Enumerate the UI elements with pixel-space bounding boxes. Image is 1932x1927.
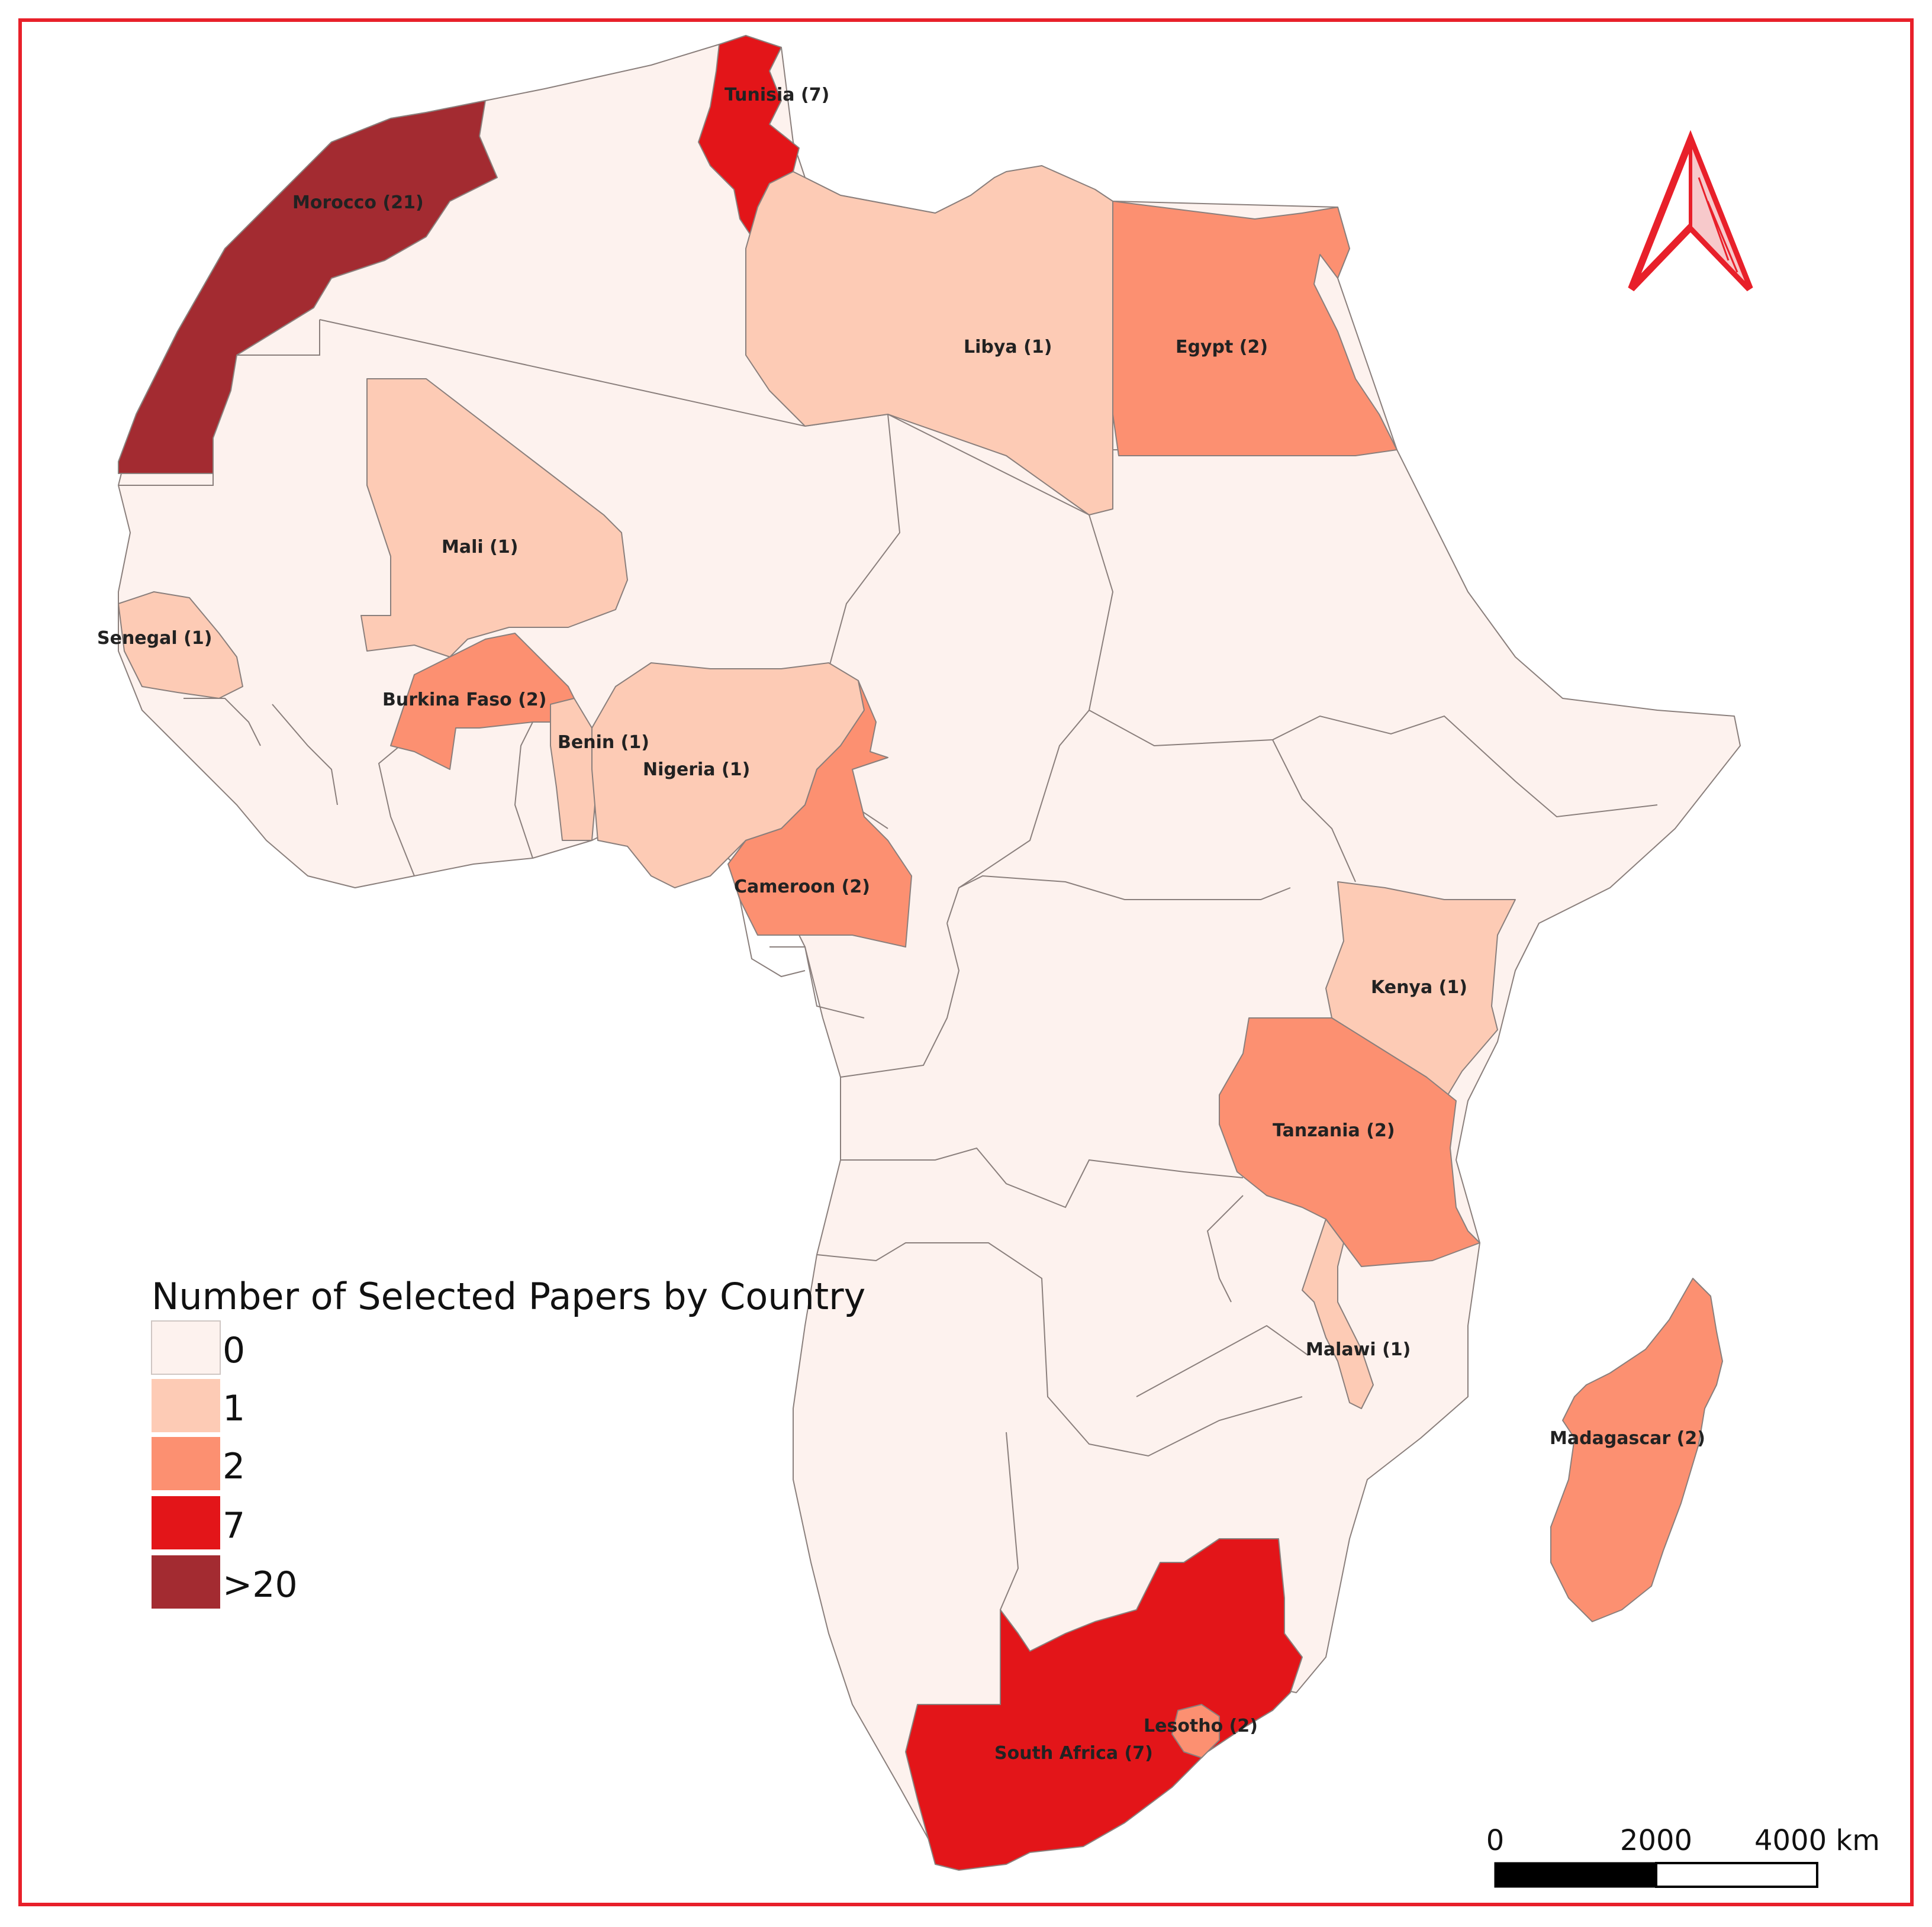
label-senegal: Senegal (1) [97, 628, 212, 649]
label-mali: Mali (1) [442, 537, 518, 558]
legend-swatch [152, 1379, 220, 1432]
country-labels: Morocco (21) Tunisia (7) Libya (1) Egypt… [97, 85, 1705, 1764]
scale-bar-white-segment [1655, 1862, 1818, 1888]
legend: Number of Selected Papers by Country 0 1… [151, 1275, 865, 1609]
north-arrow-icon [1628, 130, 1753, 292]
scale-tick-2000: 2000 [1620, 1824, 1692, 1857]
label-madagascar: Madagascar (2) [1550, 1428, 1705, 1449]
legend-item: 1 [152, 1379, 245, 1432]
country-tanzania [1219, 1017, 1480, 1267]
label-libya: Libya (1) [964, 337, 1052, 357]
legend-label: 0 [223, 1330, 245, 1371]
country-morocco [118, 100, 498, 474]
legend-swatch [152, 1496, 220, 1549]
legend-item: 0 [151, 1320, 245, 1375]
label-kenya: Kenya (1) [1371, 977, 1467, 998]
country-mali [360, 378, 628, 658]
legend-item: 7 [152, 1496, 245, 1549]
label-egypt: Egypt (2) [1176, 337, 1268, 357]
label-lesotho: Lesotho (2) [1144, 1716, 1258, 1736]
label-nigeria: Nigeria (1) [643, 759, 750, 780]
scale-tick-0: 0 [1486, 1824, 1505, 1857]
legend-item: 2 [152, 1437, 245, 1490]
scale-tick-4000: 4000 km [1754, 1824, 1880, 1857]
label-cameroon: Cameroon (2) [734, 877, 870, 897]
country-madagascar [1550, 1278, 1723, 1622]
country-layer [118, 35, 1741, 1871]
label-morocco: Morocco (21) [292, 192, 424, 213]
legend-swatch [152, 1555, 220, 1609]
country-burkina-faso [390, 633, 581, 770]
legend-title: Number of Selected Papers by Country [152, 1275, 865, 1318]
label-south-africa: South Africa (7) [994, 1743, 1153, 1764]
country-libya [745, 165, 1113, 515]
label-malawi: Malawi (1) [1306, 1339, 1411, 1360]
legend-label: >20 [223, 1564, 298, 1606]
country-malawi [1302, 1219, 1374, 1409]
legend-item: >20 [152, 1555, 298, 1609]
label-tunisia: Tunisia (7) [724, 85, 829, 105]
scale-bar: 0 2000 4000 km [1486, 1824, 1880, 1888]
country-kenya [1325, 881, 1516, 1101]
label-benin: Benin (1) [558, 732, 649, 753]
legend-label: 7 [223, 1505, 245, 1546]
country-senegal [118, 591, 243, 699]
scale-bar-black-segment [1494, 1862, 1657, 1888]
country-cameroon [727, 680, 912, 948]
country-lesotho [1171, 1704, 1220, 1758]
legend-swatch [152, 1437, 220, 1490]
legend-label: 1 [223, 1388, 245, 1429]
legend-swatch [151, 1320, 221, 1375]
legend-label: 2 [223, 1446, 245, 1487]
country-egypt [1112, 201, 1398, 456]
label-tanzania: Tanzania (2) [1273, 1120, 1395, 1141]
label-burkina-faso: Burkina Faso (2) [382, 689, 547, 710]
country-south-africa [905, 1538, 1303, 1871]
country-benin [550, 698, 598, 841]
